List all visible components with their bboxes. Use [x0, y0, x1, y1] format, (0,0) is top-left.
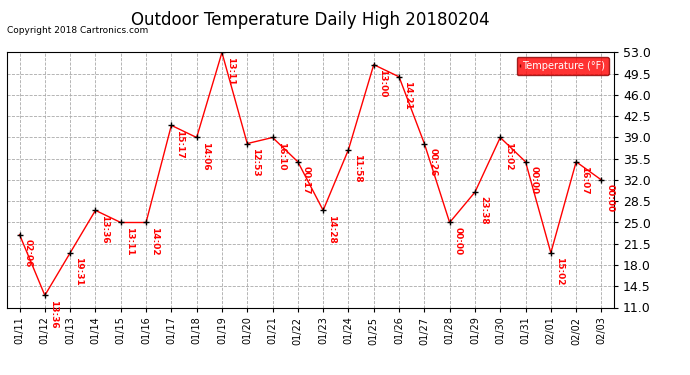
- Text: 00:17: 00:17: [302, 166, 311, 195]
- Text: 15:17: 15:17: [175, 129, 184, 158]
- Text: 13:00: 13:00: [378, 69, 387, 97]
- Text: Outdoor Temperature Daily High 20180204: Outdoor Temperature Daily High 20180204: [131, 11, 490, 29]
- Text: 19:31: 19:31: [75, 257, 83, 286]
- Text: Copyright 2018 Cartronics.com: Copyright 2018 Cartronics.com: [7, 26, 148, 35]
- Text: 15:02: 15:02: [555, 257, 564, 285]
- Text: 13:36: 13:36: [49, 300, 58, 328]
- Text: 13:36: 13:36: [99, 214, 108, 243]
- Text: 12:53: 12:53: [251, 148, 260, 176]
- Text: 23:38: 23:38: [479, 196, 488, 225]
- Text: 14:28: 14:28: [327, 214, 336, 243]
- Text: 14:02: 14:02: [150, 226, 159, 255]
- Text: 02:06: 02:06: [23, 239, 32, 267]
- Text: 16:10: 16:10: [277, 142, 286, 170]
- Legend: Temperature (°F): Temperature (°F): [517, 57, 609, 75]
- Text: 14:21: 14:21: [403, 81, 412, 110]
- Text: 00:00: 00:00: [606, 184, 615, 212]
- Text: 14:06: 14:06: [201, 142, 210, 170]
- Text: 15:02: 15:02: [504, 142, 513, 170]
- Text: 00:00: 00:00: [454, 226, 463, 255]
- Text: 13:11: 13:11: [125, 226, 134, 255]
- Text: 16:07: 16:07: [580, 166, 589, 195]
- Text: 00:00: 00:00: [530, 166, 539, 194]
- Text: 13:11: 13:11: [226, 57, 235, 85]
- Text: 11:58: 11:58: [353, 154, 362, 182]
- Text: 00:26: 00:26: [428, 148, 437, 176]
